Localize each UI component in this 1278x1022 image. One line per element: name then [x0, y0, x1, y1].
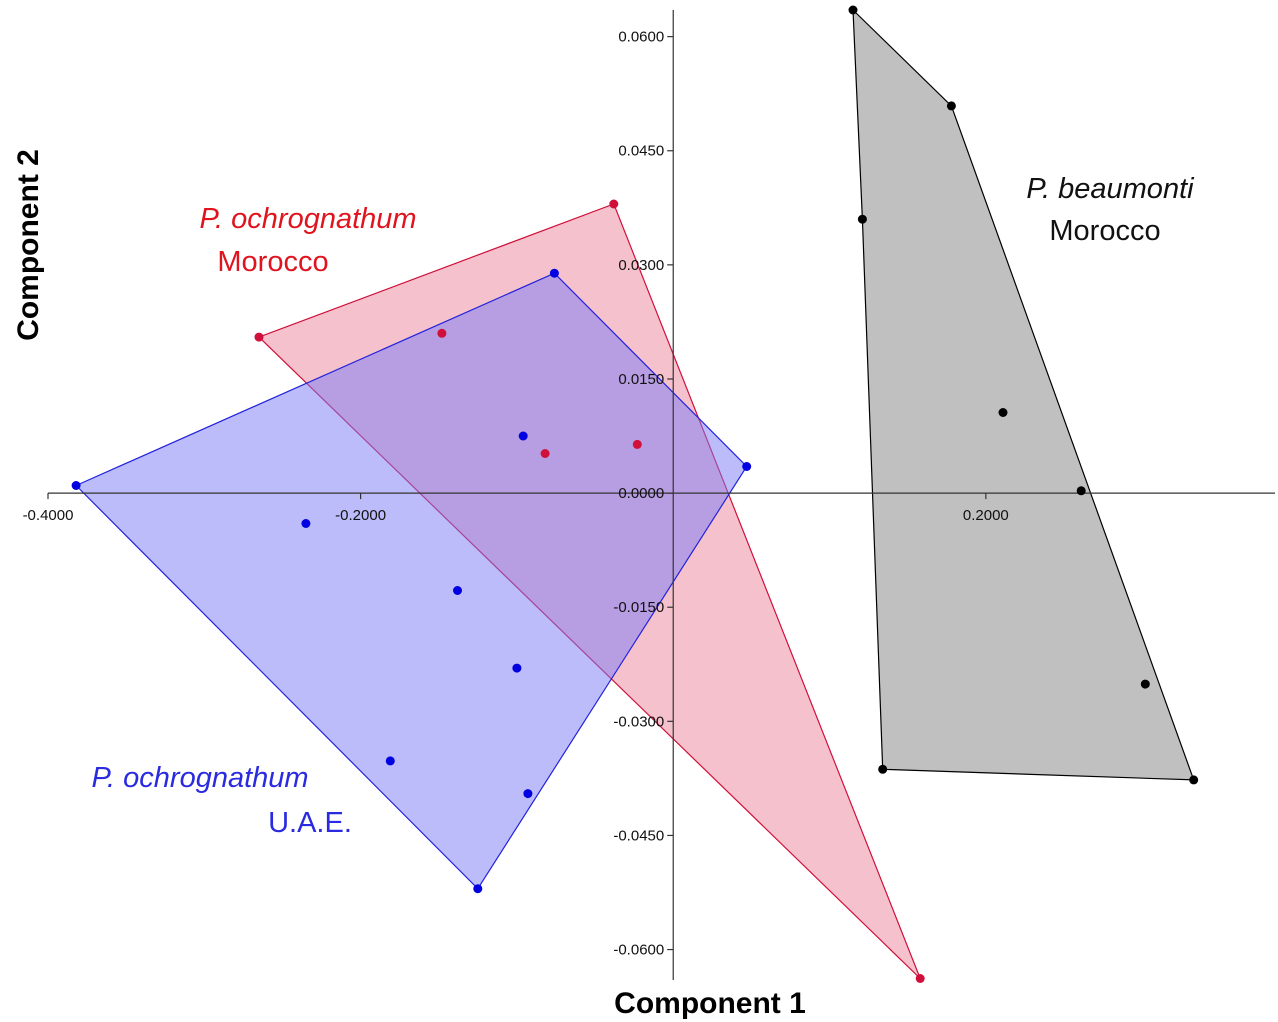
x-axis-title: Component 1: [614, 987, 806, 1020]
label-ochrognathum-uae: P. ochrognathum U.A.E.: [91, 762, 351, 839]
data-point-series-0: [540, 449, 550, 458]
y-tick-label: 0.0600: [618, 29, 664, 46]
data-point-series-2: [946, 101, 956, 111]
data-point-series-1: [512, 663, 522, 673]
x-tick-label: -0.2000: [335, 507, 386, 524]
y-tick-label: -0.0150: [613, 599, 664, 616]
y-tick-label: 0.0000: [618, 485, 664, 502]
series-label-species: P. ochrognathum: [199, 203, 416, 235]
data-point-series-2: [878, 764, 888, 774]
data-point-series-1: [523, 789, 533, 799]
series-label-location: Morocco: [217, 246, 328, 278]
data-point-series-0: [609, 199, 619, 209]
convex-hull-layer: [75, 8, 1195, 979]
label-ochrognathum-morocco: P. ochrognathum Morocco: [199, 203, 416, 278]
data-point-series-2: [1189, 775, 1199, 785]
data-point-series-0: [437, 328, 447, 338]
data-point-series-1: [385, 756, 395, 766]
y-tick-label: -0.0300: [613, 713, 664, 730]
hull-series-1: [75, 272, 748, 890]
data-point-series-1: [71, 481, 81, 490]
data-point-series-1: [473, 884, 483, 894]
series-label-species: P. ochrognathum: [91, 762, 308, 794]
x-tick-label: -0.4000: [23, 507, 74, 524]
data-point-series-2: [998, 408, 1008, 417]
data-point-series-1: [518, 431, 528, 441]
data-point-series-1: [301, 519, 311, 528]
data-point-series-2: [1076, 486, 1086, 496]
y-tick-label: 0.0150: [618, 371, 664, 388]
series-label-location: Morocco: [1049, 215, 1160, 247]
x-ticks: -0.4000 -0.2000 0.2000: [23, 493, 1009, 524]
data-point-series-1: [549, 268, 559, 278]
y-tick-label: 0.0300: [618, 257, 664, 274]
data-point-series-1: [742, 462, 752, 471]
series-label-species: P. beaumonti: [1026, 173, 1195, 205]
data-point-series-2: [1140, 679, 1150, 689]
label-beaumonti-morocco: P. beaumonti Morocco: [1026, 173, 1195, 247]
y-ticks: 0.0600 0.0450 0.0300 0.0150 0.0000 -0.0150 -0.…: [613, 29, 674, 959]
data-point-series-0: [632, 439, 642, 449]
data-point-series-0: [254, 332, 264, 342]
data-point-series-1: [453, 586, 462, 595]
data-point-series-2: [857, 214, 867, 224]
y-tick-label: -0.0450: [613, 827, 664, 844]
hull-series-2: [852, 8, 1195, 781]
series-label-location: U.A.E.: [268, 807, 352, 839]
axes: -0.4000 -0.2000 0.2000 0.06000.04500.03000…: [23, 10, 1275, 980]
y-tick-label: -0.0600: [613, 942, 664, 959]
data-point-series-2: [848, 5, 858, 15]
y-tick-label: 0.0450: [618, 143, 664, 160]
data-points-layer: [71, 5, 1199, 983]
x-tick-label: 0.2000: [963, 507, 1009, 524]
data-point-series-0: [915, 974, 925, 983]
y-axis-title: Component 2: [12, 149, 45, 341]
